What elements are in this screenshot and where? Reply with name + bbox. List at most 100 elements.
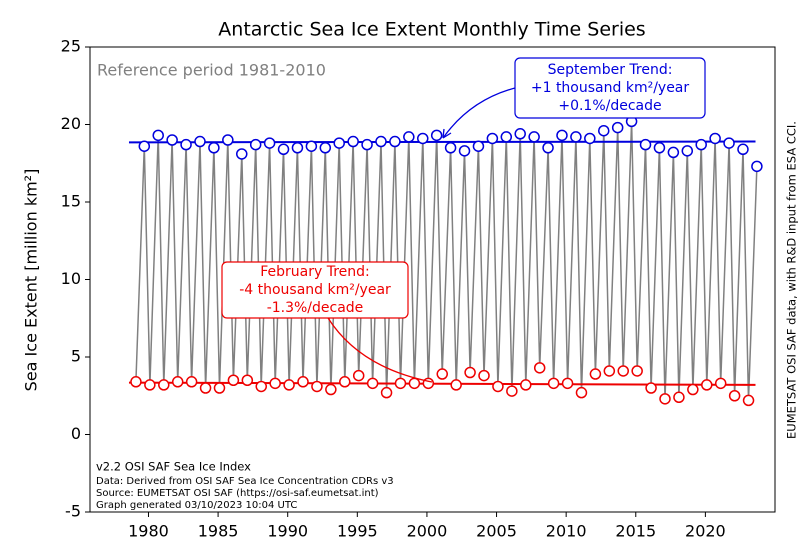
data-point: [408, 377, 421, 390]
y-tick-label: 15: [61, 192, 81, 211]
data-point: [570, 131, 582, 143]
data-point: [227, 374, 240, 386]
annotation-text: +0.1%/decade: [558, 98, 661, 114]
data-point: [528, 131, 540, 143]
data-point: [269, 377, 281, 390]
data-point: [389, 135, 401, 148]
data-point: [171, 376, 184, 388]
data-point: [283, 379, 295, 391]
data-point: [653, 142, 666, 154]
data-point: [430, 129, 443, 142]
x-tick-label: 2020: [685, 522, 726, 541]
data-point: [695, 138, 707, 151]
data-point: [598, 124, 610, 137]
data-point: [352, 369, 365, 382]
data-point: [603, 365, 616, 377]
data-point: [506, 385, 518, 397]
data-point: [185, 376, 198, 388]
data-point: [478, 369, 490, 382]
data-point: [584, 132, 596, 145]
annotation-text: +1 thousand km²/year: [531, 80, 690, 96]
data-point: [723, 137, 735, 149]
data-point: [492, 380, 504, 393]
data-point: [659, 393, 671, 405]
data-point: [263, 137, 276, 149]
data-point: [444, 142, 457, 154]
data-point: [631, 365, 643, 377]
data-point: [394, 377, 407, 390]
footer-line: v2.2 OSI SAF Sea Ice Index: [96, 460, 251, 474]
data-point: [687, 383, 699, 396]
data-point: [297, 376, 309, 388]
data-point: [500, 131, 513, 143]
annotation-box: [514, 57, 706, 119]
annotation-text: February Trend:: [260, 264, 370, 280]
trend-line: [128, 140, 756, 144]
data-point: [645, 382, 657, 394]
data-point: [561, 377, 574, 390]
data-point: [547, 377, 560, 390]
plot-area: [128, 115, 763, 407]
data-point: [138, 140, 151, 152]
footer-line: Source: EUMETSAT OSI SAF (https://osi-sa…: [96, 488, 379, 499]
data-point: [533, 362, 546, 374]
y-tick-label: 25: [61, 37, 81, 56]
data-point: [673, 391, 685, 404]
footer-line: Data: Derived from OSI SAF Sea Ice Conce…: [96, 476, 394, 487]
footer-line: Graph generated 03/10/2023 10:04 UTC: [96, 500, 297, 511]
data-point: [255, 380, 267, 393]
data-point: [277, 143, 290, 156]
data-point: [144, 379, 156, 391]
data-point: [380, 386, 393, 399]
x-tick-label: 1985: [198, 522, 239, 541]
data-point: [333, 137, 345, 149]
data-point: [458, 145, 471, 157]
data-point: [556, 129, 568, 142]
x-tick-label: 1980: [128, 522, 169, 541]
data-point: [464, 366, 476, 379]
data-point: [305, 140, 318, 152]
data-point: [166, 134, 178, 146]
data-point: [611, 121, 624, 134]
data-point: [667, 146, 680, 159]
data-point: [520, 379, 532, 391]
data-point: [450, 379, 462, 391]
data-point: [714, 377, 727, 390]
data-point: [472, 140, 485, 152]
monthly-line: [135, 121, 758, 401]
data-point: [339, 376, 351, 388]
data-point: [728, 390, 741, 402]
annotation-arrow: [327, 317, 433, 383]
data-point: [291, 142, 304, 154]
data-point: [241, 374, 254, 386]
data-point: [311, 380, 323, 393]
x-tick-label: 2015: [615, 522, 656, 541]
data-point: [366, 377, 379, 390]
y-tick-label: -5: [65, 502, 81, 521]
x-tick-label: 2000: [407, 522, 448, 541]
data-point: [158, 379, 170, 391]
data-point: [361, 138, 373, 151]
annotation-box: [221, 261, 409, 319]
annotation-text: -1.3%/decade: [267, 300, 364, 316]
data-point: [403, 131, 415, 143]
x-tick-label: 1995: [337, 522, 378, 541]
data-point: [486, 132, 499, 145]
data-point: [222, 134, 234, 146]
data-point: [681, 145, 694, 157]
reference-note: Reference period 1981-2010: [97, 61, 326, 80]
data-point: [325, 383, 337, 396]
data-point: [742, 394, 755, 407]
x-tick-label: 1990: [267, 522, 308, 541]
data-point: [514, 128, 526, 140]
data-point: [737, 143, 749, 156]
data-point: [208, 142, 220, 154]
data-point: [417, 132, 429, 145]
data-point: [236, 148, 248, 160]
data-point: [375, 135, 387, 148]
y-axis-label: Sea Ice Extent [million km²]: [22, 169, 41, 392]
data-point: [130, 376, 142, 388]
data-point: [701, 379, 713, 391]
side-note: EUMETSAT OSI SAF data, with R&D input fr…: [785, 121, 799, 439]
